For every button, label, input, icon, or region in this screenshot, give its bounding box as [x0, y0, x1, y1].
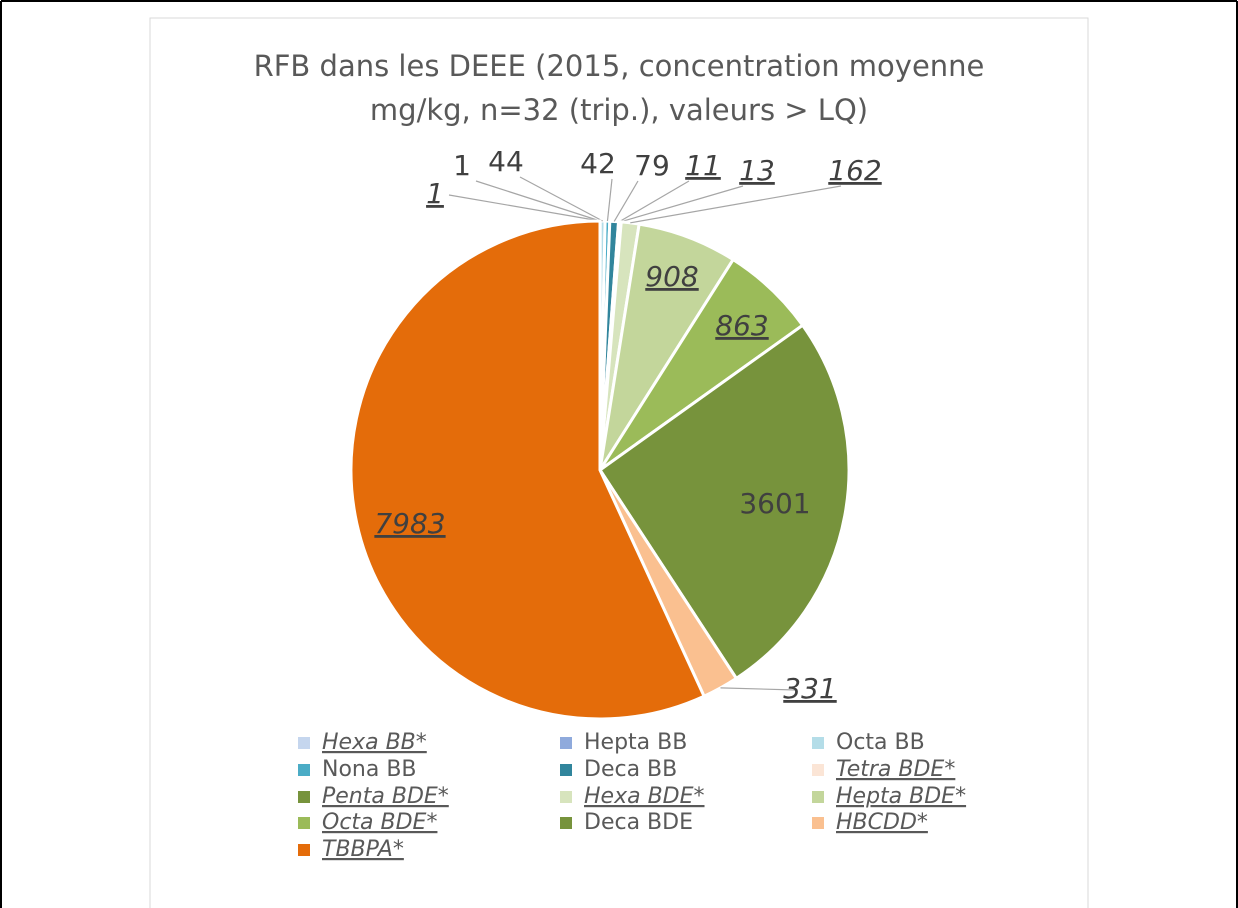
legend-label: Octa BB: [836, 730, 925, 755]
legend-label: HBCDD*: [836, 810, 928, 835]
leader-line: [475, 180, 601, 222]
legend-swatch: [812, 817, 824, 829]
legend-label: Deca BDE: [584, 810, 693, 835]
data-label: 331: [783, 672, 836, 705]
leader-line: [630, 185, 842, 224]
legend-label: TBBPA*: [322, 837, 404, 862]
data-label: 1: [426, 177, 444, 210]
legend-label: Octa BDE*: [322, 810, 437, 835]
data-label: 42: [580, 147, 616, 180]
pie-slice: [597, 323, 851, 681]
pie-slice: [349, 219, 707, 721]
legend-swatch: [812, 764, 824, 776]
leader-line: [618, 180, 690, 223]
legend-swatch: [560, 737, 572, 749]
legend-swatch: [298, 764, 310, 776]
legend-swatch: [298, 817, 310, 829]
legend-swatch: [812, 737, 824, 749]
legend-label: Hexa BB*: [322, 730, 427, 755]
data-label: 44: [488, 145, 524, 178]
leader-line: [613, 180, 639, 222]
legend-label: Hepta BB: [584, 730, 687, 755]
legend-swatch: [298, 844, 310, 856]
leader-line: [519, 176, 603, 222]
data-label: 908: [645, 260, 698, 293]
legend-label: Hepta BDE*: [836, 784, 966, 809]
data-label: 79: [634, 149, 670, 182]
chart-title: mg/kg, n=32 (trip.), valeurs > LQ): [370, 93, 868, 127]
leader-line: [606, 178, 613, 222]
legend-label: Nona BB: [322, 757, 417, 782]
legend-label: Penta BDE*: [322, 784, 449, 809]
chart-area: [149, 17, 1089, 908]
data-label: 3601: [739, 487, 810, 520]
legend-label: Deca BB: [584, 757, 677, 782]
legend-swatch: [560, 764, 572, 776]
leader-line: [448, 194, 601, 222]
legend-label: Tetra BDE*: [836, 757, 955, 782]
legend-label: Hexa BDE*: [584, 784, 705, 809]
leader-line: [720, 687, 797, 691]
data-label: 11: [685, 149, 721, 182]
data-label: 162: [828, 154, 881, 187]
legend-swatch: [560, 817, 572, 829]
leader-line: [620, 185, 744, 223]
legend-swatch: [298, 737, 310, 749]
data-label: 13: [739, 154, 775, 187]
chart-title: RFB dans les DEEE (2015, concentration m…: [254, 49, 985, 83]
data-label: 863: [715, 309, 768, 342]
legend-swatch: [298, 791, 310, 803]
data-label: 7983: [374, 507, 445, 540]
data-label: 1: [453, 149, 471, 182]
legend-swatch: [560, 791, 572, 803]
legend-swatch: [812, 791, 824, 803]
